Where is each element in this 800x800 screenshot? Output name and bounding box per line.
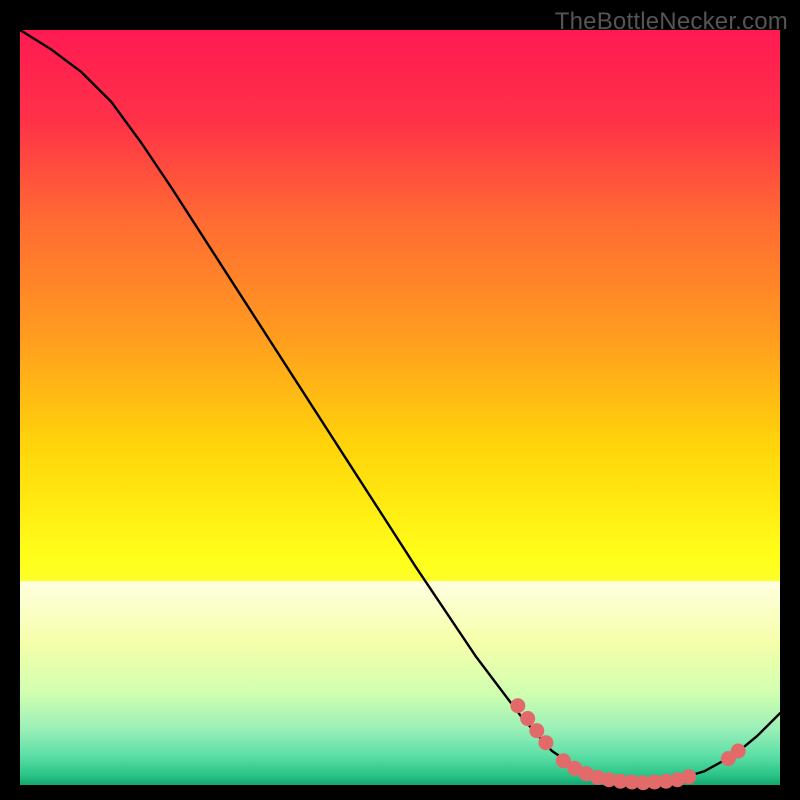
marker-dot — [538, 735, 553, 750]
watermark-text: TheBottleNecker.com — [555, 8, 788, 36]
marker-dot — [681, 769, 696, 784]
marker-dot — [520, 711, 535, 726]
chart-stage: TheBottleNecker.com — [0, 0, 800, 800]
marker-dot — [529, 723, 544, 738]
bottle-band — [20, 581, 780, 785]
chart-svg — [0, 0, 800, 800]
marker-dot — [731, 744, 746, 759]
marker-dot — [510, 698, 525, 713]
